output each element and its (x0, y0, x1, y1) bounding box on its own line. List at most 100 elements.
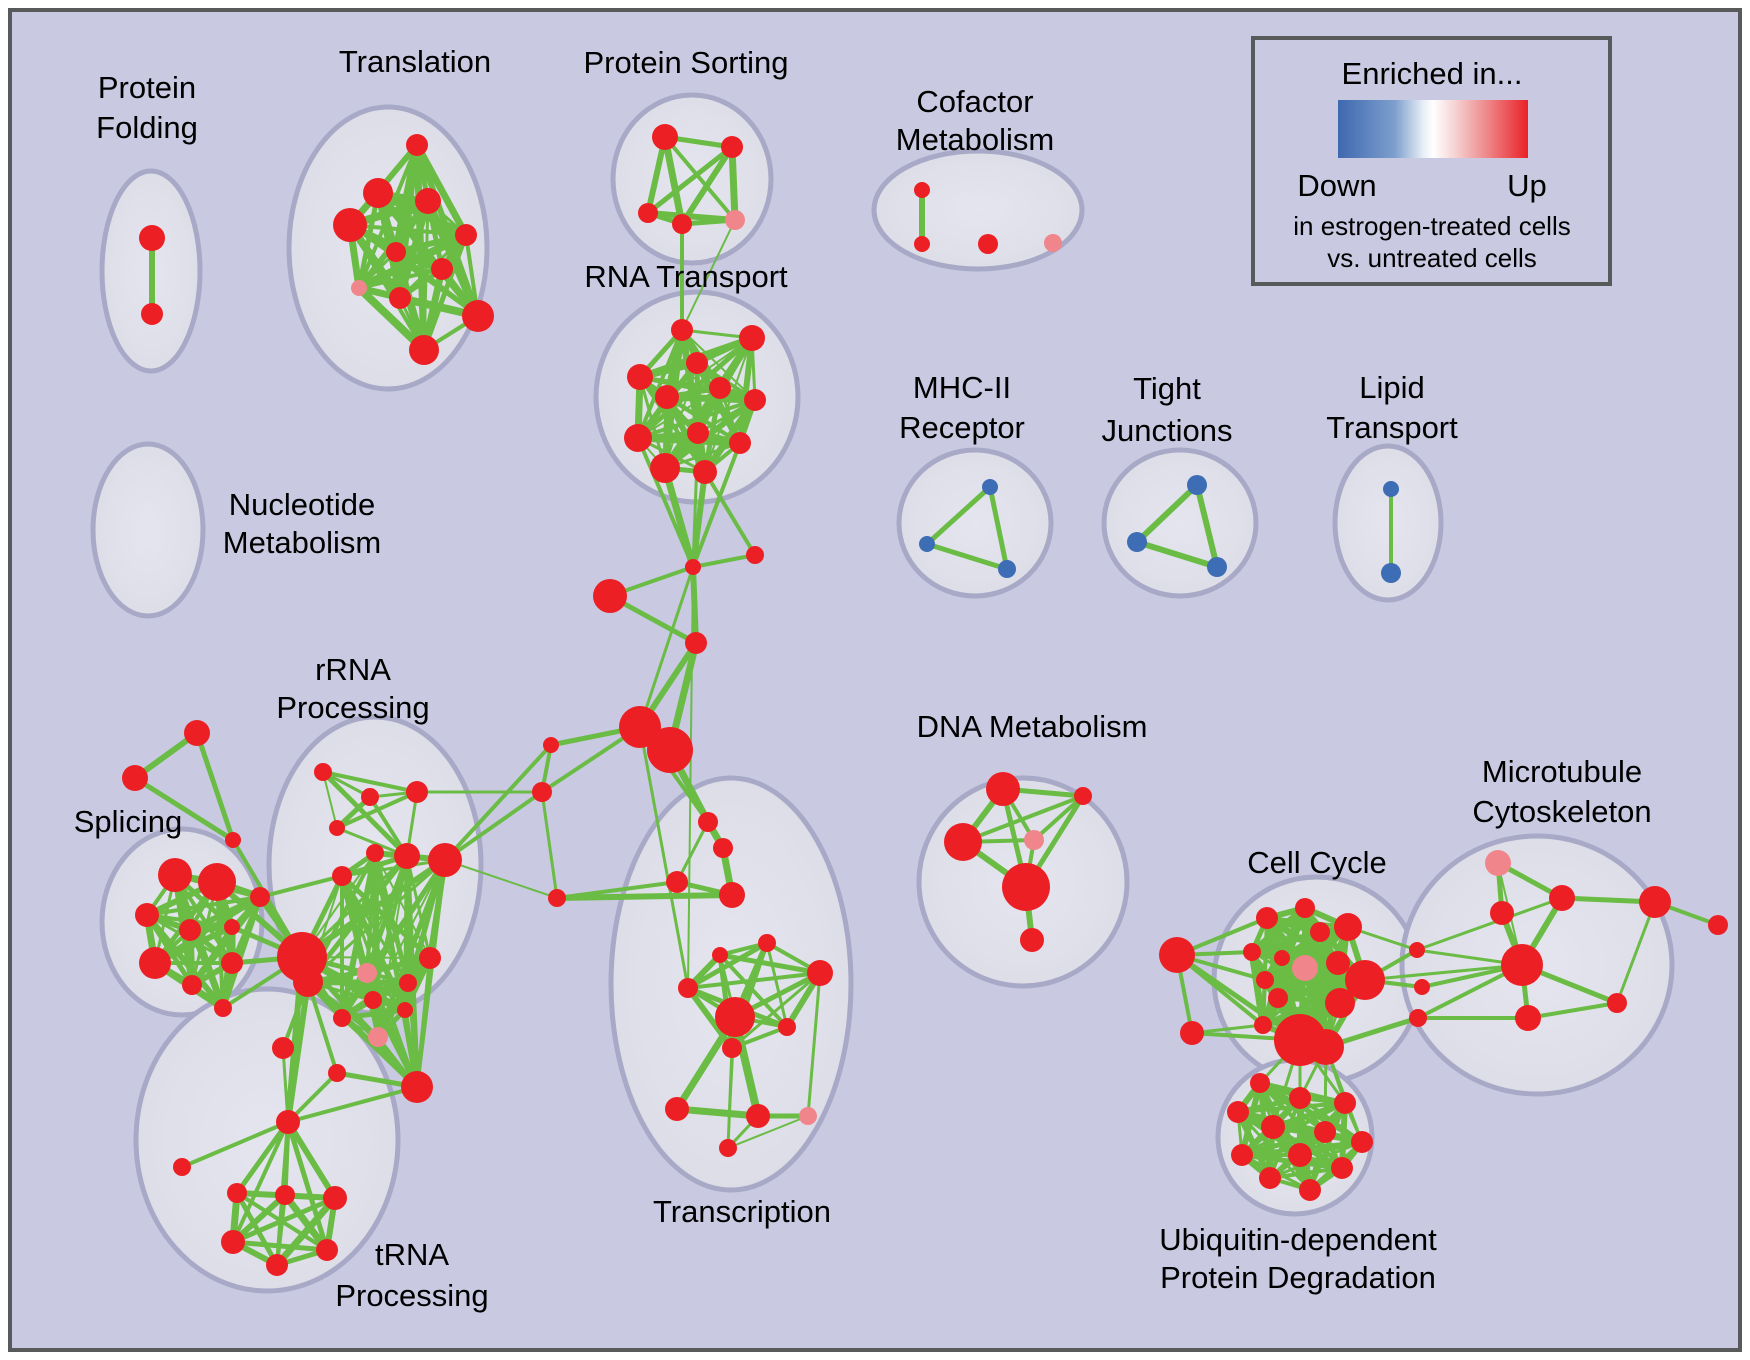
node-mt2 (1549, 885, 1575, 911)
edge-n12-n16 (726, 1046, 734, 1150)
cluster-label-microtubule-cytoskeleton-line1: Microtubule (1482, 754, 1642, 789)
cluster-label-translation: Translation (339, 44, 491, 79)
edge-rt11-m1 (661, 464, 697, 571)
edge-c1-tn5 (285, 1119, 330, 1253)
cluster-label-protein-folding-line1: Protein (98, 70, 196, 105)
edge-n8-n9 (686, 971, 822, 990)
node-s2 (122, 765, 148, 791)
edge-rt9-rt10 (634, 434, 744, 447)
edge-tn3-tn4 (230, 1195, 338, 1245)
edge-rl11-c1 (286, 1085, 419, 1124)
edge-sp10-ru5 (258, 874, 344, 899)
node-br3 (1409, 1009, 1427, 1027)
cluster-label-rna-transport: RNA Transport (584, 259, 788, 294)
edge-c1-tn3 (285, 1119, 338, 1201)
node-tj3 (1207, 557, 1227, 577)
edge-sp9-sp10 (220, 894, 263, 1011)
node-rl1 (333, 1009, 351, 1027)
node-m5 (619, 706, 661, 748)
node-tl1 (406, 134, 428, 156)
node-cc13 (1254, 1016, 1272, 1034)
edge-tl4-tl5 (348, 223, 468, 237)
cluster-label-nucleotide-metabolism-line2: Metabolism (223, 525, 382, 560)
cluster-label-lipid-transport-line2: Transport (1326, 410, 1458, 445)
node-ru4 (366, 844, 384, 862)
node-ps4 (672, 214, 692, 234)
node-br1 (1409, 942, 1425, 958)
node-rl7 (397, 1002, 413, 1018)
edge-s2-s3 (132, 775, 236, 843)
edge-ub10-ub11 (1268, 1166, 1344, 1180)
node-tl11 (409, 335, 439, 365)
edge-ru3-ru8 (335, 790, 419, 830)
edge-ub6-ub8 (1239, 1129, 1328, 1158)
cluster-label-protein-folding-line2: Folding (96, 110, 198, 145)
edge-n5-n4 (554, 892, 735, 901)
cluster-label-trna-processing-line1: tRNA (375, 1237, 449, 1272)
node-tn3 (323, 1186, 347, 1210)
node-n2 (713, 838, 733, 858)
edge-ru7-n5 (444, 859, 558, 899)
edge-rl4-ru6 (405, 854, 432, 960)
node-G2 (1308, 1029, 1344, 1065)
cluster-label-cell-cycle: Cell Cycle (1247, 845, 1387, 880)
edge-n8-n12 (730, 971, 822, 1050)
node-m1 (685, 559, 701, 575)
edge-ps2-ps5 (728, 143, 739, 224)
edge-c1-tn1 (234, 1119, 291, 1196)
node-tj2 (1127, 532, 1147, 552)
node-ub12 (1299, 1179, 1321, 1201)
edge-m8-n5 (540, 790, 559, 900)
edge-tl4-tl11 (348, 223, 426, 352)
edge-rt2-rt12 (704, 337, 753, 473)
edge-mt6-mt7 (1615, 900, 1657, 1005)
node-tn6 (266, 1254, 288, 1276)
node-rt12 (693, 460, 717, 484)
node-ub10 (1331, 1157, 1353, 1179)
node-cc5 (1243, 943, 1261, 961)
cluster-label-cofactor-metabolism-line1: Cofactor (916, 84, 1033, 119)
edge-sp7-sp10 (188, 893, 264, 989)
node-ru1 (314, 763, 332, 781)
node-cc3 (1334, 913, 1362, 941)
node-n16 (719, 1139, 737, 1157)
edge-m5-n9 (638, 725, 690, 990)
node-dn5 (1002, 863, 1050, 911)
cluster-label-ubiquitin-dependent-protein-degradation-line1: Ubiquitin-dependent (1159, 1222, 1437, 1257)
edge-ub3-ub4 (1236, 1101, 1347, 1114)
node-mt3 (1490, 901, 1514, 925)
node-rt9 (624, 424, 652, 452)
cluster-label-tight-junctions-line2: Junctions (1102, 413, 1233, 448)
node-cf4 (1044, 234, 1062, 252)
edge-dn2-dn4 (1032, 794, 1085, 842)
node-mt4 (1501, 944, 1543, 986)
cluster-label-rrna-processing-line2: Processing (276, 690, 429, 725)
node-dn2 (1074, 787, 1092, 805)
edge-dn2-dn3 (961, 794, 1085, 844)
node-rt2 (739, 325, 765, 351)
node-sp4 (179, 919, 201, 941)
legend-caption-line2: vs. untreated cells (1327, 243, 1537, 273)
cluster-ellipse-lipid-transport (1332, 443, 1444, 603)
node-mh3 (998, 560, 1016, 578)
node-tl9 (389, 287, 411, 309)
node-mh2 (919, 536, 935, 552)
legend-box (1251, 36, 1612, 286)
node-lp1 (1383, 481, 1399, 497)
cluster-ellipse-tight-junctions (1101, 447, 1259, 599)
node-n10 (715, 997, 755, 1037)
node-ub6 (1314, 1121, 1336, 1143)
node-cc8 (1326, 951, 1350, 975)
node-n11 (778, 1018, 796, 1036)
edge-ru5-ru7 (340, 858, 447, 878)
edge-n6-n11 (718, 953, 789, 1029)
node-cc6 (1274, 950, 1290, 966)
node-sp2 (198, 863, 236, 901)
legend-gradient-bar (1338, 100, 1528, 158)
edge-ps2-ps4 (679, 144, 735, 227)
node-rt8 (687, 422, 709, 444)
edge-sp6-sp10 (152, 894, 263, 966)
node-m3 (593, 579, 627, 613)
node-mh1 (982, 479, 998, 495)
